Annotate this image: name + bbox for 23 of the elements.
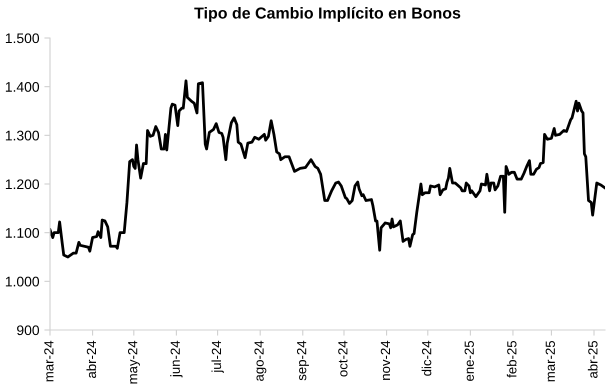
x-tick-label: jun-24 xyxy=(170,340,183,378)
x-tick-label: may-24 xyxy=(128,340,140,384)
x-tick-label: mar-24 xyxy=(44,340,54,382)
y-tick-label: 900 xyxy=(17,325,40,336)
y-tick-label: 1.500 xyxy=(6,33,40,44)
x-tick-label: ago-24 xyxy=(254,340,266,381)
x-tick-label: mar-25 xyxy=(546,340,555,382)
x-tick-label: oct-24 xyxy=(338,340,348,377)
y-tick-label: 1.200 xyxy=(6,179,40,190)
x-tick-label: ene-25 xyxy=(464,340,474,381)
x-tick-label: dic-24 xyxy=(422,340,432,376)
y-tick-label: 1.100 xyxy=(6,228,40,238)
line-series xyxy=(50,79,605,258)
x-tick-label: feb-25 xyxy=(506,340,516,378)
x-tick-label: abr-24 xyxy=(86,340,96,378)
x-tick-label: abr-25 xyxy=(588,340,598,378)
x-tick-label: jul-24 xyxy=(211,340,224,374)
y-tick-label: 1.400 xyxy=(6,82,40,92)
y-tick-label: 1.300 xyxy=(6,130,40,141)
x-tick-label: sep-24 xyxy=(296,340,309,380)
chart-title: Tipo de Cambio Implícito en Bonos xyxy=(194,6,460,22)
y-tick-label: 1.000 xyxy=(6,276,40,287)
x-tick-label: nov-24 xyxy=(380,340,390,380)
